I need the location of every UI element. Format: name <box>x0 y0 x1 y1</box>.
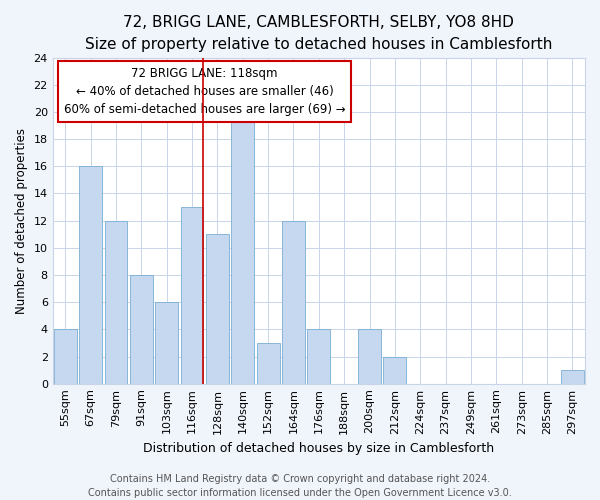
Bar <box>257 343 280 384</box>
Bar <box>104 220 127 384</box>
Bar <box>232 112 254 384</box>
Bar <box>181 207 203 384</box>
Bar <box>358 330 381 384</box>
Title: 72, BRIGG LANE, CAMBLESFORTH, SELBY, YO8 8HD
Size of property relative to detach: 72, BRIGG LANE, CAMBLESFORTH, SELBY, YO8… <box>85 15 553 52</box>
Bar <box>206 234 229 384</box>
Bar <box>282 220 305 384</box>
Bar <box>54 330 77 384</box>
Bar <box>561 370 584 384</box>
Text: 72 BRIGG LANE: 118sqm
← 40% of detached houses are smaller (46)
60% of semi-deta: 72 BRIGG LANE: 118sqm ← 40% of detached … <box>64 68 345 116</box>
Bar <box>130 275 153 384</box>
Bar <box>79 166 102 384</box>
Y-axis label: Number of detached properties: Number of detached properties <box>15 128 28 314</box>
Bar <box>383 356 406 384</box>
Text: Contains HM Land Registry data © Crown copyright and database right 2024.
Contai: Contains HM Land Registry data © Crown c… <box>88 474 512 498</box>
Bar <box>307 330 330 384</box>
Bar <box>155 302 178 384</box>
X-axis label: Distribution of detached houses by size in Camblesforth: Distribution of detached houses by size … <box>143 442 494 455</box>
